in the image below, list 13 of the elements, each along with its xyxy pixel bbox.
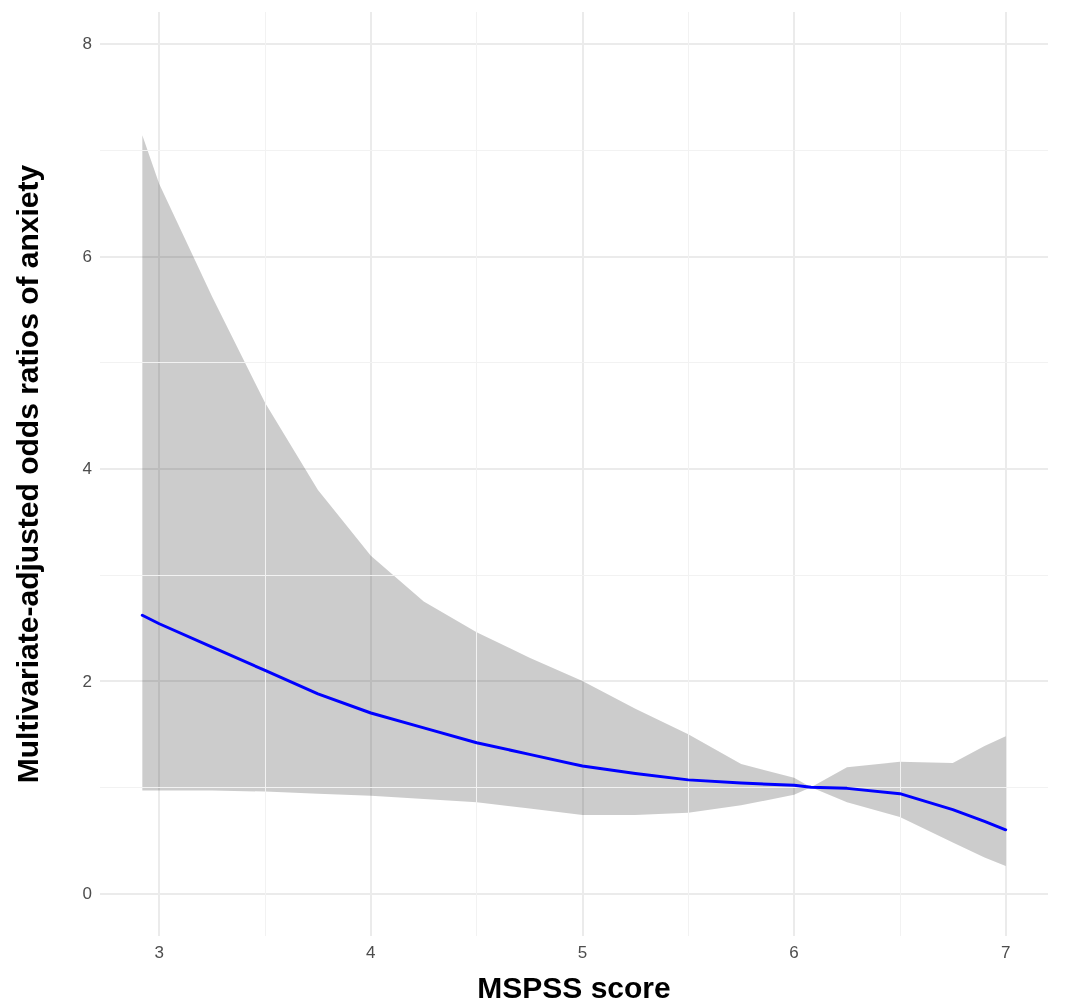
line-series <box>140 613 1008 832</box>
x-tick-label: 3 <box>154 943 164 962</box>
x-tick-label: 6 <box>789 943 799 962</box>
y-tick-label: 0 <box>82 884 92 904</box>
y-tick-label: 6 <box>82 246 92 266</box>
x-tick-label: 7 <box>1000 943 1011 962</box>
y-axis-title: Multivariate-adjusted odds ratios of anxiety <box>10 164 44 784</box>
x-tick-label: 4 <box>366 943 376 962</box>
y-tick-label: 4 <box>82 459 92 479</box>
y-tick-label: 2 <box>82 671 92 691</box>
y-tick-label: 8 <box>82 34 92 54</box>
x-tick-label: 5 <box>577 943 588 962</box>
x-axis-title: MSPSS score <box>477 970 671 1004</box>
